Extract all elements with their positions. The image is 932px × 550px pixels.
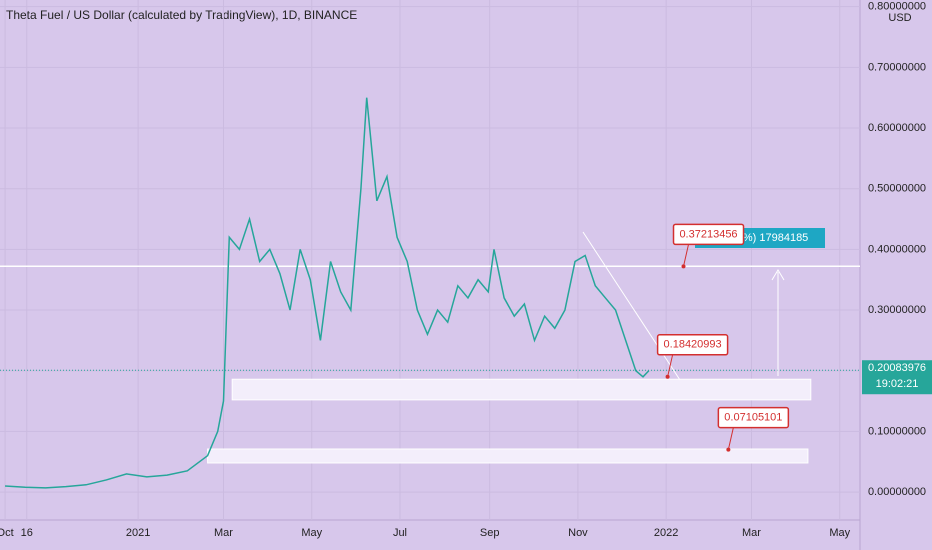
current-price-label: 0.20083976 <box>868 362 926 374</box>
callout-dot <box>665 374 670 379</box>
x-tick-label: Oct <box>0 527 14 539</box>
x-tick-label: 2021 <box>126 527 150 539</box>
y-tick-label: 0.70000000 <box>868 61 926 73</box>
callout-label: 0.07105101 <box>724 412 782 424</box>
price-line <box>5 97 650 489</box>
y-tick-label: 0.30000000 <box>868 304 926 316</box>
y-unit: USD <box>888 12 911 24</box>
x-tick-label: May <box>829 527 850 539</box>
x-tick-label: Jul <box>393 527 407 539</box>
price-badge <box>862 360 932 395</box>
x-tick-label: Mar <box>214 527 233 539</box>
x-tick-label: May <box>301 527 322 539</box>
callout-label: 0.37213456 <box>679 228 737 240</box>
measure-arrow-head <box>771 269 785 281</box>
y-tick-label: 0.80000000 <box>868 1 926 13</box>
chart-title: Theta Fuel / US Dollar (calculated by Tr… <box>6 8 357 22</box>
callout-pointer <box>683 244 690 267</box>
callout-dot <box>726 447 731 452</box>
callout-pointer <box>727 427 734 450</box>
callout-dot <box>681 264 686 269</box>
y-tick-label: 0.40000000 <box>868 243 926 255</box>
countdown-label: 19:02:21 <box>876 378 919 390</box>
callout-box <box>717 406 790 429</box>
y-tick-label: 0.50000000 <box>868 183 926 195</box>
callout-box <box>656 334 729 356</box>
x-tick-label: Mar <box>742 527 761 539</box>
callout-box <box>672 223 745 246</box>
x-tick-label: 2022 <box>654 527 678 539</box>
x-tick-label: Nov <box>568 527 588 539</box>
y-tick-label: 0.60000000 <box>868 122 926 134</box>
support-zone <box>231 378 812 401</box>
y-tick-label: 0.00000000 <box>868 486 926 498</box>
y-tick-label: 0.10000000 <box>868 425 926 437</box>
support-zone <box>207 448 809 464</box>
x-tick-label: 16 <box>21 527 33 539</box>
callout-label: 0.18420993 <box>664 339 722 351</box>
callout-pointer <box>667 354 674 377</box>
x-tick-label: Sep <box>480 527 500 539</box>
